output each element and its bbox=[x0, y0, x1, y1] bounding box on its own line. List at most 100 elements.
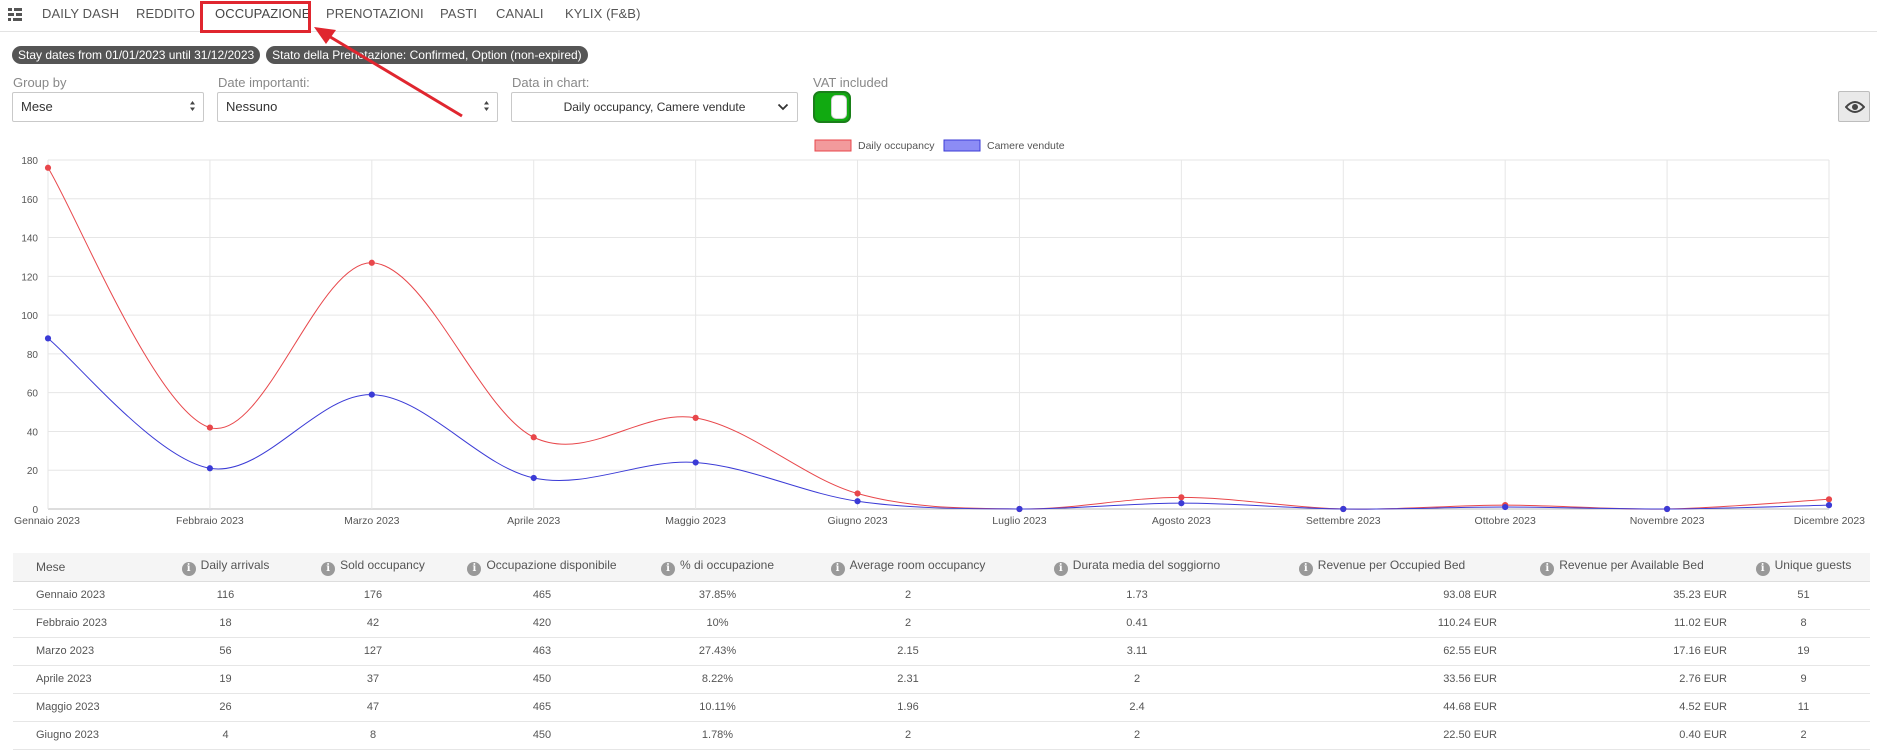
data-point bbox=[1663, 505, 1671, 513]
table-cell: 44.68 EUR bbox=[1257, 693, 1507, 722]
info-icon[interactable]: i bbox=[1540, 561, 1555, 576]
table-cell: 42 bbox=[298, 609, 448, 638]
info-icon[interactable]: i bbox=[1053, 561, 1068, 576]
column-header-label: Occupazione disponibile bbox=[486, 557, 617, 572]
group-by-select[interactable]: Mese bbox=[12, 92, 204, 122]
column-header[interactable]: Mese bbox=[13, 553, 153, 581]
x-tick-label: Dicembre 2023 bbox=[1794, 515, 1865, 527]
column-header[interactable]: i Average room occupancy bbox=[799, 553, 1017, 581]
data-in-chart-label: Data in chart: bbox=[512, 75, 590, 90]
column-header-label: Durata media del soggiorno bbox=[1072, 557, 1221, 572]
x-tick-label: Marzo 2023 bbox=[344, 515, 400, 527]
data-point bbox=[1825, 496, 1833, 503]
column-header[interactable]: i Revenue per Available Bed bbox=[1507, 553, 1737, 581]
data-point bbox=[854, 490, 861, 497]
table-cell: 2 bbox=[1737, 721, 1870, 750]
data-in-chart-select[interactable]: Daily occupancy, Camere vendute bbox=[511, 92, 798, 122]
data-point bbox=[1178, 494, 1185, 501]
table-cell: 2 bbox=[1017, 721, 1257, 750]
column-header-label: Revenue per Available Bed bbox=[1559, 557, 1704, 572]
info-icon[interactable]: i bbox=[830, 561, 845, 576]
table-cell: 56 bbox=[153, 637, 298, 666]
info-icon[interactable]: i bbox=[321, 561, 336, 576]
table-cell: 11 bbox=[1737, 693, 1870, 722]
status-filter[interactable]: Stato della Prenotazione: Confirmed, Opt… bbox=[266, 46, 588, 64]
table-cell: 2.76 EUR bbox=[1507, 665, 1737, 694]
tab-kylix[interactable]: KYLIX (F&B) bbox=[565, 6, 641, 21]
info-icon[interactable]: i bbox=[660, 561, 675, 576]
info-icon[interactable]: i bbox=[1298, 561, 1313, 576]
data-point bbox=[1502, 503, 1509, 511]
table-cell: 3.11 bbox=[1017, 637, 1257, 666]
tab-daily-dash[interactable]: DAILY DASH bbox=[42, 6, 120, 21]
group-by-label: Group by bbox=[13, 75, 67, 90]
dates-select[interactable]: Nessuno bbox=[217, 92, 498, 122]
column-header[interactable]: i Occupazione disponibile bbox=[448, 553, 636, 581]
column-header[interactable]: i Revenue per Occupied Bed bbox=[1257, 553, 1507, 581]
y-tick-label: 180 bbox=[21, 156, 38, 167]
legend-label: Daily occupancy bbox=[858, 140, 935, 152]
table-cell: 11.02 EUR bbox=[1507, 609, 1737, 638]
column-header[interactable]: i Daily arrivals bbox=[153, 553, 298, 581]
table-cell: 2.31 bbox=[799, 665, 1017, 694]
annotation-arrow bbox=[314, 27, 463, 118]
column-header[interactable]: i % di occupazione bbox=[636, 553, 799, 581]
tab-prenotazioni[interactable]: PRENOTAZIONI bbox=[326, 6, 424, 21]
table-cell: 18 bbox=[153, 609, 298, 638]
column-header[interactable]: i Unique guests bbox=[1737, 553, 1870, 581]
column-header[interactable]: i Durata media del soggiorno bbox=[1017, 553, 1257, 581]
tab-occupazione[interactable]: OCCUPAZIONE bbox=[215, 6, 311, 21]
table-cell: 8.22% bbox=[636, 665, 799, 694]
visibility-button[interactable] bbox=[1838, 91, 1870, 122]
vat-label: VAT included bbox=[813, 75, 889, 90]
x-tick-label: Giugno 2023 bbox=[827, 515, 887, 527]
table-row: Maggio 2023 26 47 465 10.11% 1.96 2.4 44.68 EUR… bbox=[13, 693, 1870, 722]
table-cell: 62.55 EUR bbox=[1257, 637, 1507, 666]
x-tick-label: Novembre 2023 bbox=[1630, 515, 1705, 527]
table-cell: 450 bbox=[448, 665, 636, 694]
data-point bbox=[206, 424, 214, 431]
stay-dates-filter[interactable]: Stay dates from 01/01/2023 until 31/12/2… bbox=[12, 46, 261, 64]
data-point bbox=[44, 335, 52, 342]
table-cell: Gennaio 2023 bbox=[13, 581, 153, 610]
info-icon[interactable]: i bbox=[1755, 561, 1770, 576]
table-cell: Giugno 2023 bbox=[13, 721, 153, 750]
menu-toggle-icon[interactable] bbox=[8, 7, 22, 23]
x-tick-label: Gennaio 2023 bbox=[14, 515, 80, 527]
top-navigation: DAILY DASH REDDITO OCCUPAZIONE PRENOTAZI… bbox=[0, 0, 1877, 32]
info-icon[interactable]: i bbox=[181, 561, 196, 576]
tab-pasti[interactable]: PASTI bbox=[440, 6, 478, 21]
table-row: Marzo 2023 56 127 463 27.43% 2.15 3.11 62.55 EU… bbox=[13, 637, 1870, 666]
tab-reddito[interactable]: REDDITO bbox=[136, 6, 195, 21]
table-cell: 116 bbox=[153, 581, 298, 610]
vat-toggle[interactable] bbox=[813, 91, 851, 123]
dates-label: Date importanti: bbox=[218, 75, 310, 90]
column-header-label: Average room occupancy bbox=[849, 557, 986, 572]
table-cell: 19 bbox=[1737, 637, 1870, 666]
table-cell: 1.96 bbox=[799, 693, 1017, 722]
tab-canali[interactable]: CANALI bbox=[496, 6, 544, 21]
eye-icon bbox=[1845, 101, 1865, 113]
table-cell: 19 bbox=[153, 665, 298, 694]
column-header[interactable]: i Sold occupancy bbox=[298, 553, 448, 581]
table-cell: 26 bbox=[153, 693, 298, 722]
table-cell: 465 bbox=[448, 581, 636, 610]
info-icon[interactable]: i bbox=[467, 561, 482, 576]
table-cell: 2 bbox=[799, 721, 1017, 750]
table-row: Febbraio 2023 18 42 420 10% 2 0.41 110.24 EUR 11… bbox=[13, 609, 1870, 638]
table-cell: 35.23 EUR bbox=[1507, 581, 1737, 610]
group-by-value: Mese bbox=[21, 99, 53, 114]
y-tick-label: 100 bbox=[21, 311, 38, 322]
column-header-label: Daily arrivals bbox=[200, 557, 270, 572]
toggle-knob bbox=[831, 95, 847, 119]
table-cell: 110.24 EUR bbox=[1257, 609, 1507, 638]
data-point bbox=[206, 465, 214, 472]
y-tick-label: 40 bbox=[27, 427, 39, 438]
data-point bbox=[1178, 500, 1185, 507]
table-cell: 51 bbox=[1737, 581, 1870, 610]
x-tick-label: Aprile 2023 bbox=[507, 515, 560, 527]
column-header-label: Sold occupancy bbox=[340, 557, 425, 572]
table-cell: 450 bbox=[448, 721, 636, 750]
table-cell: 33.56 EUR bbox=[1257, 665, 1507, 694]
table-cell: 9 bbox=[1737, 665, 1870, 694]
